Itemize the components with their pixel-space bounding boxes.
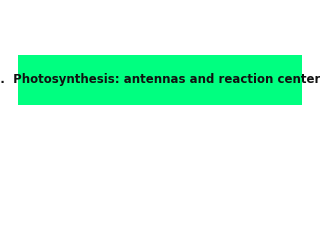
Bar (18, 55, 302, 105)
Text: 4.  Photosynthesis: antennas and reaction centers: 4. Photosynthesis: antennas and reaction… (0, 73, 320, 86)
